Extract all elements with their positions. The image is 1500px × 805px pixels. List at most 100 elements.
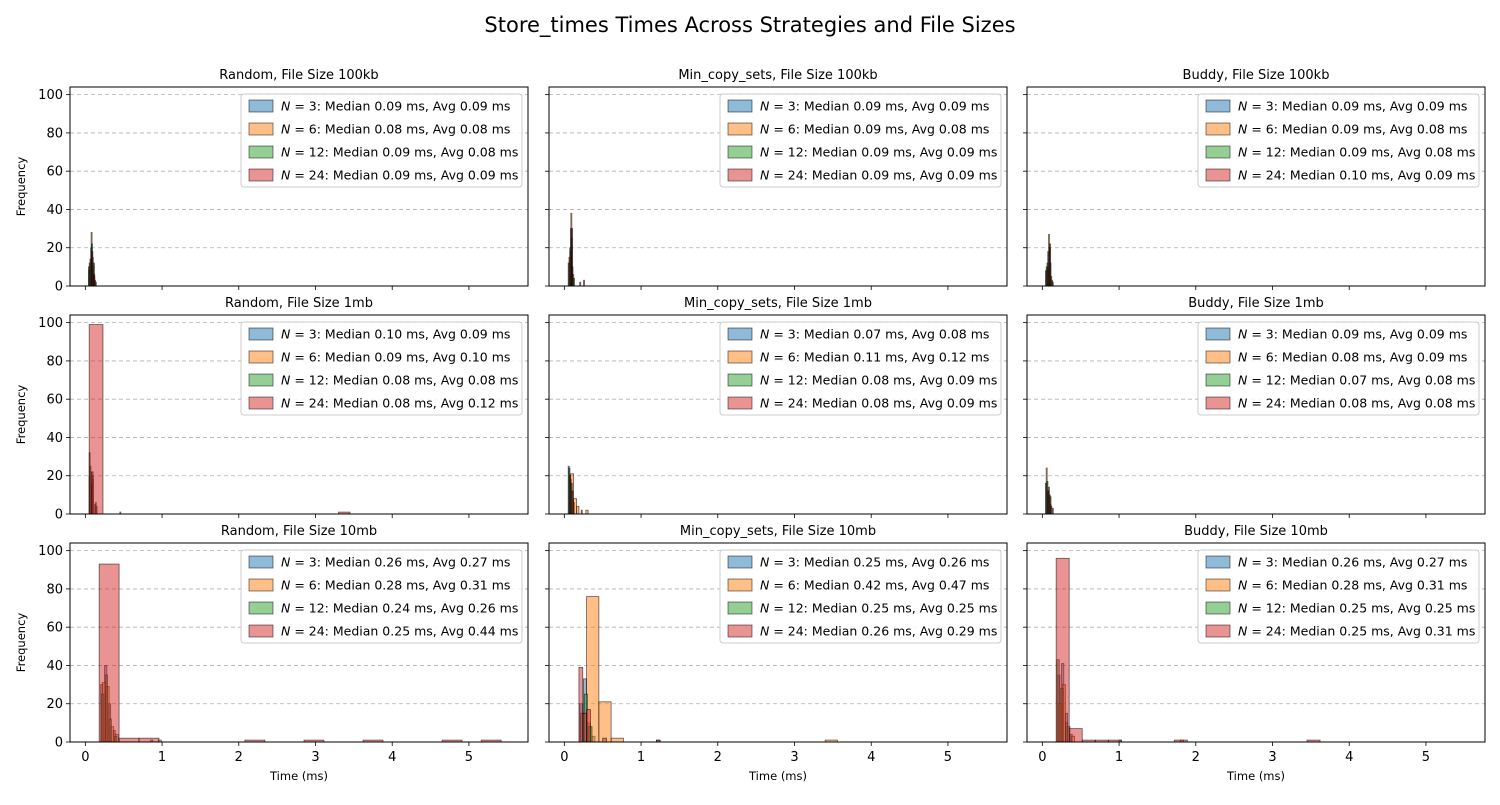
x-axis-label: Time (ms) — [748, 769, 807, 783]
legend-label: N = 24: Median 0.09 ms, Avg 0.09 ms — [760, 168, 997, 183]
histogram-bar — [98, 563, 120, 743]
legend-box — [240, 549, 523, 644]
axes-frame — [548, 86, 1008, 287]
legend: N = 3: Median 0.09 ms, Avg 0.09 ms N = 6:… — [719, 93, 1002, 188]
y-tick-label: 100 — [38, 544, 63, 559]
subplot-title: Min_copy_sets, File Size 10mb — [680, 524, 876, 539]
legend: N = 3: Median 0.07 ms, Avg 0.08 ms N = 6:… — [719, 321, 1002, 416]
legend-box — [719, 93, 1002, 188]
y-tick-label: 80 — [46, 126, 63, 141]
x-tick-label: 2 — [235, 750, 243, 765]
legend-swatch — [1205, 396, 1231, 410]
histogram-bar — [610, 737, 624, 743]
histogram-bar — [118, 737, 140, 743]
subplot-title: Random, File Size 10mb — [221, 524, 377, 539]
legend-swatch — [727, 373, 753, 387]
legend-label: N = 6: Median 0.09 ms, Avg 0.08 ms — [1238, 122, 1467, 137]
histogram-bar — [569, 251, 572, 287]
subplot-title: Min_copy_sets, File Size 100kb — [678, 68, 877, 83]
histogram-bar — [91, 471, 94, 515]
y-tick-label: 20 — [46, 469, 63, 484]
x-tick-label: 1 — [1115, 750, 1123, 765]
legend-label: N = 24: Median 0.09 ms, Avg 0.09 ms — [281, 168, 518, 183]
y-tick-label: 0 — [55, 508, 63, 523]
legend-label: N = 12: Median 0.08 ms, Avg 0.09 ms — [760, 373, 997, 388]
x-tick-label: 0 — [1038, 750, 1046, 765]
legend-swatch — [727, 168, 753, 182]
x-tick-label: 4 — [1345, 750, 1353, 765]
histogram-bar — [138, 737, 160, 743]
legend-swatch — [248, 99, 274, 113]
axes-frame — [69, 86, 529, 287]
legend-label: N = 12: Median 0.09 ms, Avg 0.08 ms — [281, 145, 518, 160]
histogram-bar — [602, 737, 607, 743]
legend-swatch — [727, 327, 753, 341]
subplot-4: 0 20 40 60 80 100 Random, File Size 1mb Frequen… — [14, 296, 529, 523]
y-tick-label: 80 — [46, 354, 63, 369]
x-tick-label: 4 — [388, 750, 396, 765]
histogram-bar — [94, 281, 97, 287]
x-axis-label: Time (ms) — [269, 769, 328, 783]
legend-swatch — [248, 122, 274, 136]
x-tick-label: 5 — [1422, 750, 1430, 765]
x-tick-label: 1 — [637, 750, 645, 765]
y-tick-label: 40 — [46, 659, 63, 674]
legend-swatch — [727, 578, 753, 592]
y-tick-label: 20 — [46, 241, 63, 256]
legend-label: N = 6: Median 0.42 ms, Avg 0.47 ms — [760, 578, 989, 593]
figure-title: Store_times Times Across Strategies and … — [484, 13, 1015, 38]
legend-label: N = 6: Median 0.09 ms, Avg 0.10 ms — [281, 350, 510, 365]
legend-label: N = 12: Median 0.09 ms, Avg 0.08 ms — [1238, 145, 1475, 160]
subplot-9: 0 1 2 3 4 5 Buddy, File Size 10mb Time (ms) N = … — [1023, 524, 1486, 783]
legend-swatch — [1205, 145, 1231, 159]
legend-box — [719, 549, 1002, 644]
legend-box — [1197, 93, 1480, 188]
subplot-title: Buddy, File Size 10mb — [1184, 524, 1328, 539]
x-tick-label: 1 — [158, 750, 166, 765]
y-tick-label: 100 — [38, 88, 63, 103]
legend-label: N = 6: Median 0.09 ms, Avg 0.08 ms — [760, 122, 989, 137]
histogram-bar — [91, 251, 94, 287]
legend-label: N = 6: Median 0.08 ms, Avg 0.09 ms — [1238, 350, 1467, 365]
legend-label: N = 6: Median 0.08 ms, Avg 0.08 ms — [281, 122, 510, 137]
legend-label: N = 3: Median 0.09 ms, Avg 0.09 ms — [1238, 327, 1467, 342]
legend-swatch — [1205, 555, 1231, 569]
histogram-bar — [1049, 243, 1052, 287]
legend-box — [719, 321, 1002, 416]
histogram-bar — [598, 701, 612, 743]
axes-frame — [69, 542, 529, 743]
histogram-bar — [569, 475, 572, 515]
x-tick-label: 5 — [944, 750, 952, 765]
x-tick-label: 2 — [1192, 750, 1200, 765]
legend-swatch — [248, 601, 274, 615]
legend-label: N = 6: Median 0.11 ms, Avg 0.12 ms — [760, 350, 989, 365]
histogram-bar — [1068, 728, 1083, 743]
legend-label: N = 3: Median 0.09 ms, Avg 0.09 ms — [760, 99, 989, 114]
legend-label: N = 12: Median 0.09 ms, Avg 0.09 ms — [760, 145, 997, 160]
legend-swatch — [248, 555, 274, 569]
legend-swatch — [1205, 122, 1231, 136]
legend-swatch — [1205, 327, 1231, 341]
histogram-bar — [93, 274, 96, 287]
legend-label: N = 24: Median 0.25 ms, Avg 0.44 ms — [281, 624, 518, 639]
legend-swatch — [727, 122, 753, 136]
histogram-bar — [1049, 496, 1052, 515]
legend-swatch — [727, 350, 753, 364]
legend-swatch — [727, 99, 753, 113]
subplot-7: 0 20 40 60 80 100 0 1 2 3 4 5 Random, File Size 10mb… — [14, 524, 529, 783]
y-tick-label: 0 — [55, 736, 63, 751]
histogram-bar — [1047, 490, 1050, 515]
legend: N = 3: Median 0.26 ms, Avg 0.27 ms N = 6:… — [240, 549, 523, 644]
histogram-bar — [1051, 507, 1054, 515]
legend-swatch — [1205, 601, 1231, 615]
subplot-3: Buddy, File Size 100kb N = 3: Median 0.09… — [1023, 68, 1486, 290]
x-tick-label: 3 — [311, 750, 319, 765]
legend-swatch — [248, 350, 274, 364]
histogram-bar — [571, 228, 574, 287]
y-axis-label: Frequency — [14, 157, 28, 217]
x-tick-label: 5 — [465, 750, 473, 765]
legend-swatch — [248, 168, 274, 182]
x-tick-label: 2 — [714, 750, 722, 765]
legend-label: N = 24: Median 0.10 ms, Avg 0.09 ms — [1238, 168, 1475, 183]
